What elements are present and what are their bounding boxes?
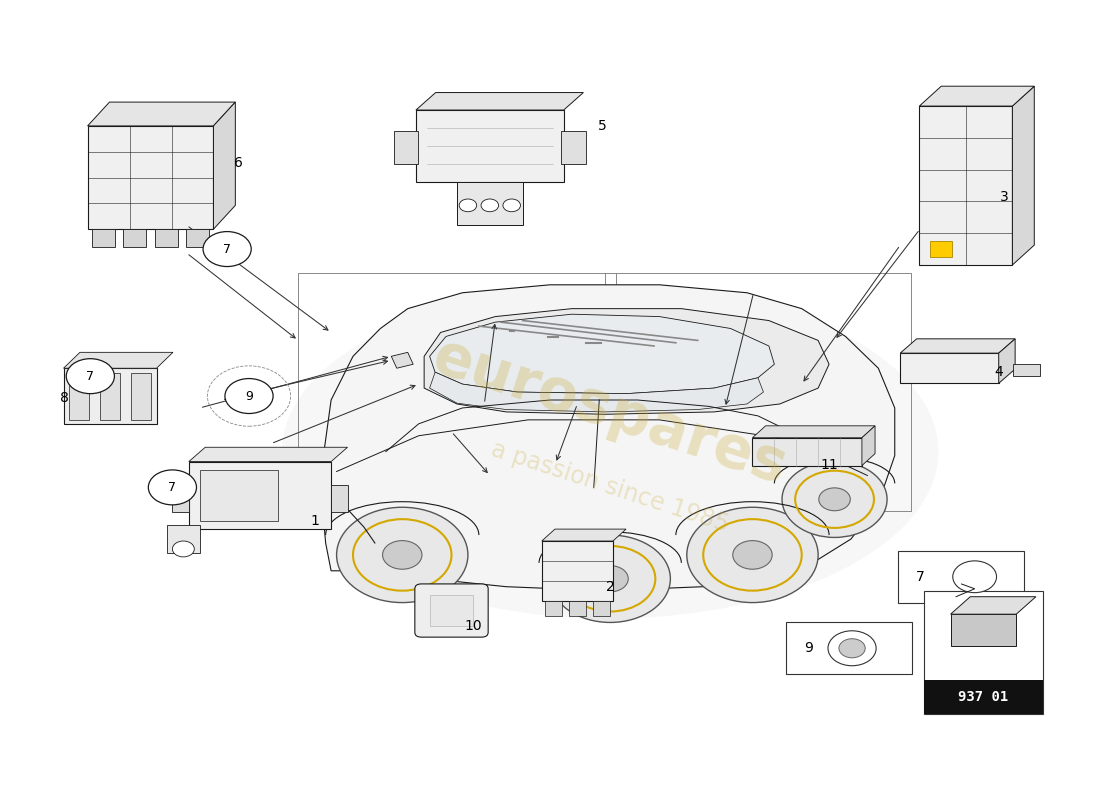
Circle shape (953, 561, 997, 593)
Circle shape (782, 461, 887, 538)
Text: 2: 2 (606, 580, 615, 594)
Polygon shape (430, 314, 774, 394)
Circle shape (686, 507, 818, 602)
Text: a passion since 1985: a passion since 1985 (488, 438, 733, 538)
FancyBboxPatch shape (415, 584, 488, 637)
Bar (593, 601, 609, 617)
Circle shape (383, 541, 422, 570)
Circle shape (839, 638, 866, 658)
Circle shape (503, 199, 520, 212)
Text: 7: 7 (168, 481, 176, 494)
Bar (920, 106, 1012, 265)
Polygon shape (862, 426, 876, 466)
Bar (394, 131, 418, 164)
Text: 3: 3 (1000, 190, 1009, 205)
Bar (900, 353, 999, 383)
Polygon shape (416, 93, 583, 110)
Polygon shape (920, 86, 1034, 106)
Bar (924, 681, 1043, 714)
Circle shape (148, 470, 197, 505)
Text: 937 01: 937 01 (958, 690, 1009, 704)
Circle shape (733, 541, 772, 570)
Bar (123, 229, 146, 246)
Text: 1: 1 (310, 514, 319, 528)
Circle shape (224, 378, 273, 414)
Polygon shape (88, 102, 235, 126)
Circle shape (204, 231, 251, 266)
Bar (186, 229, 209, 246)
Text: 9: 9 (245, 390, 253, 402)
Polygon shape (900, 339, 1015, 353)
Bar (416, 110, 563, 182)
Bar (92, 229, 114, 246)
Bar (155, 229, 177, 246)
Circle shape (550, 535, 670, 622)
Polygon shape (392, 352, 414, 368)
Bar (131, 373, 151, 420)
Circle shape (828, 630, 876, 666)
Circle shape (66, 358, 114, 394)
Polygon shape (752, 426, 876, 438)
Circle shape (592, 566, 628, 592)
Text: 4: 4 (994, 365, 1003, 379)
Bar (173, 486, 189, 512)
Circle shape (818, 488, 850, 510)
Polygon shape (425, 309, 829, 414)
Circle shape (481, 199, 498, 212)
Bar (924, 590, 1043, 714)
Text: 5: 5 (598, 119, 607, 133)
Bar (331, 486, 348, 512)
Bar (546, 601, 562, 617)
Bar (430, 595, 473, 626)
Bar (561, 131, 585, 164)
Bar (898, 551, 1024, 602)
Bar (931, 241, 953, 257)
Polygon shape (542, 529, 626, 541)
Polygon shape (950, 597, 1036, 614)
Text: eurospares: eurospares (426, 328, 794, 496)
Text: 8: 8 (59, 390, 68, 405)
Text: 11: 11 (821, 458, 838, 472)
Polygon shape (189, 447, 348, 462)
Bar (542, 541, 613, 601)
Bar (88, 126, 213, 229)
Bar (950, 614, 1016, 646)
Bar (69, 373, 89, 420)
Bar (100, 373, 120, 420)
Text: 7: 7 (223, 242, 231, 255)
Text: 7: 7 (915, 570, 924, 584)
Bar (167, 525, 200, 553)
Polygon shape (213, 102, 235, 229)
Circle shape (337, 507, 468, 602)
Bar (64, 368, 156, 424)
Polygon shape (430, 372, 763, 412)
Text: 6: 6 (233, 156, 242, 170)
Text: 10: 10 (464, 619, 482, 634)
Bar (1013, 364, 1041, 376)
Bar (200, 470, 278, 521)
Ellipse shape (282, 285, 938, 618)
Bar (569, 601, 586, 617)
Bar (786, 622, 912, 674)
Polygon shape (320, 285, 894, 590)
Bar (456, 182, 522, 226)
Bar (189, 462, 331, 529)
Circle shape (459, 199, 476, 212)
Polygon shape (1012, 86, 1034, 265)
Bar (752, 438, 862, 466)
Circle shape (173, 541, 195, 557)
Polygon shape (64, 352, 173, 368)
Polygon shape (999, 339, 1015, 383)
Text: 7: 7 (86, 370, 95, 382)
Text: 9: 9 (804, 642, 813, 655)
